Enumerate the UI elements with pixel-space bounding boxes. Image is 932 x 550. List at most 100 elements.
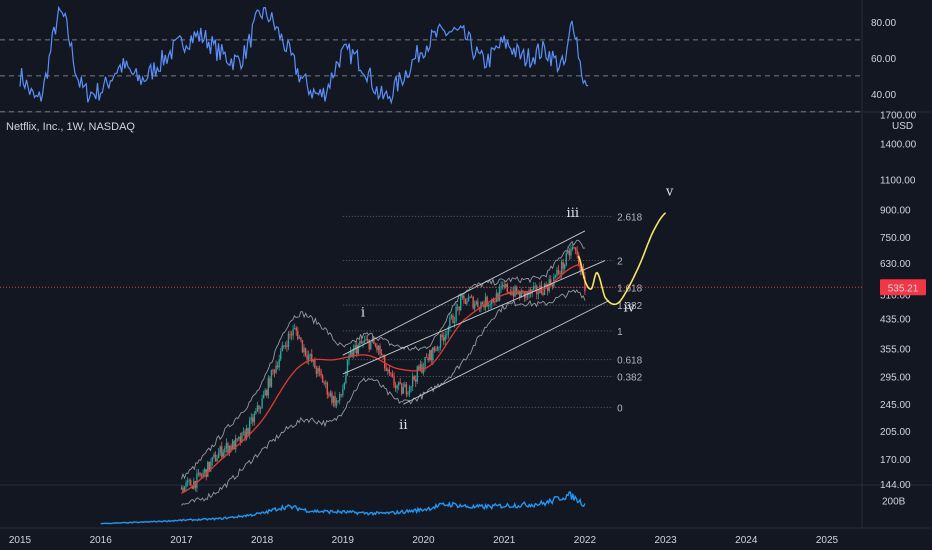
candle-body[interactable]: [233, 440, 235, 450]
candle-body[interactable]: [208, 461, 211, 470]
candle-body[interactable]: [557, 269, 560, 274]
candle-body[interactable]: [432, 347, 434, 361]
candle-body[interactable]: [295, 328, 297, 331]
candle-body[interactable]: [365, 339, 367, 341]
candle-body[interactable]: [329, 392, 332, 396]
candle-body[interactable]: [491, 298, 493, 305]
candle-body[interactable]: [532, 286, 535, 290]
candle-body[interactable]: [342, 389, 344, 396]
candle-body[interactable]: [368, 339, 370, 350]
candle-body[interactable]: [402, 387, 405, 394]
candle-body[interactable]: [314, 359, 316, 369]
candle-body[interactable]: [560, 262, 563, 274]
candle-body[interactable]: [183, 486, 186, 493]
candle-body[interactable]: [447, 327, 450, 335]
candle-body[interactable]: [360, 341, 363, 344]
candle-body[interactable]: [515, 286, 518, 294]
candle-body[interactable]: [297, 330, 299, 339]
candle-body[interactable]: [196, 473, 198, 488]
candle-body[interactable]: [366, 339, 369, 341]
candle-body[interactable]: [348, 355, 350, 361]
candle-body[interactable]: [224, 447, 226, 453]
candle-body[interactable]: [550, 279, 552, 285]
candle-body[interactable]: [258, 405, 260, 410]
candle-body[interactable]: [315, 368, 318, 374]
candle-body[interactable]: [238, 436, 240, 439]
candle-body[interactable]: [340, 394, 342, 396]
candle-body[interactable]: [303, 347, 305, 353]
candle-body[interactable]: [427, 357, 429, 360]
candle-body[interactable]: [289, 333, 291, 335]
candle-body[interactable]: [436, 347, 439, 351]
candle-body[interactable]: [236, 438, 238, 440]
candle-body[interactable]: [418, 366, 420, 370]
candle-body[interactable]: [464, 298, 467, 304]
candle-body[interactable]: [449, 317, 451, 328]
symbol-title[interactable]: Netflix, Inc., 1W, NASDAQ: [6, 121, 135, 133]
candle-body[interactable]: [470, 296, 473, 298]
candle-body[interactable]: [415, 379, 417, 382]
candle-body[interactable]: [551, 284, 554, 287]
candle-body[interactable]: [512, 291, 515, 297]
candle-body[interactable]: [483, 304, 485, 308]
candle-body[interactable]: [227, 443, 229, 454]
candle-body[interactable]: [335, 400, 338, 406]
candle-body[interactable]: [519, 291, 521, 298]
candle-body[interactable]: [351, 351, 353, 357]
candle-body[interactable]: [283, 345, 285, 347]
candle-body[interactable]: [186, 480, 189, 483]
candle-body[interactable]: [537, 293, 540, 295]
candle-body[interactable]: [455, 306, 457, 322]
candle-body[interactable]: [397, 382, 400, 386]
candle-body[interactable]: [250, 417, 252, 421]
candle-body[interactable]: [377, 345, 380, 351]
volume-line[interactable]: [100, 491, 586, 525]
candle-body[interactable]: [359, 341, 361, 345]
candle-body[interactable]: [199, 472, 201, 476]
candle-body[interactable]: [273, 370, 276, 373]
candle-body[interactable]: [312, 359, 315, 362]
candle-body[interactable]: [545, 284, 547, 286]
candle-body[interactable]: [391, 373, 394, 377]
candle-body[interactable]: [421, 364, 423, 373]
candle-body[interactable]: [354, 345, 356, 348]
candle-body[interactable]: [450, 315, 453, 318]
candle-body[interactable]: [477, 301, 479, 307]
candle-body[interactable]: [255, 411, 257, 414]
candle-body[interactable]: [349, 351, 352, 356]
candle-body[interactable]: [411, 376, 414, 387]
candle-body[interactable]: [221, 446, 223, 457]
candle-body[interactable]: [526, 291, 529, 296]
candle-body[interactable]: [503, 285, 505, 287]
candle-body[interactable]: [438, 347, 440, 349]
candle-body[interactable]: [505, 284, 507, 287]
candle-body[interactable]: [210, 461, 212, 470]
candle-body[interactable]: [356, 345, 358, 354]
candle-body[interactable]: [182, 487, 184, 493]
candle-body[interactable]: [382, 355, 384, 356]
candle-body[interactable]: [396, 385, 398, 389]
candle-body[interactable]: [486, 296, 488, 307]
candle-body[interactable]: [424, 356, 426, 368]
candle-body[interactable]: [408, 387, 411, 394]
candle-body[interactable]: [484, 296, 487, 308]
candle-body[interactable]: [284, 345, 287, 347]
candle-body[interactable]: [571, 247, 574, 250]
candle-body[interactable]: [200, 475, 203, 477]
candle-body[interactable]: [219, 446, 221, 453]
candle-body[interactable]: [311, 354, 313, 362]
channel-line[interactable]: [342, 260, 606, 375]
candle-body[interactable]: [425, 356, 428, 358]
candle-body[interactable]: [216, 458, 218, 462]
candle-body[interactable]: [185, 482, 187, 487]
rsi-pane[interactable]: 80.00 60.00 40.00: [0, 5, 896, 113]
candle-body[interactable]: [388, 369, 391, 373]
candle-body[interactable]: [304, 347, 307, 356]
candle-body[interactable]: [247, 428, 249, 435]
candle-body[interactable]: [320, 371, 322, 376]
candle-body[interactable]: [407, 393, 409, 395]
candle-body[interactable]: [416, 366, 418, 382]
candle-body[interactable]: [404, 384, 406, 388]
candle-body[interactable]: [357, 344, 360, 354]
candle-body[interactable]: [235, 438, 237, 450]
